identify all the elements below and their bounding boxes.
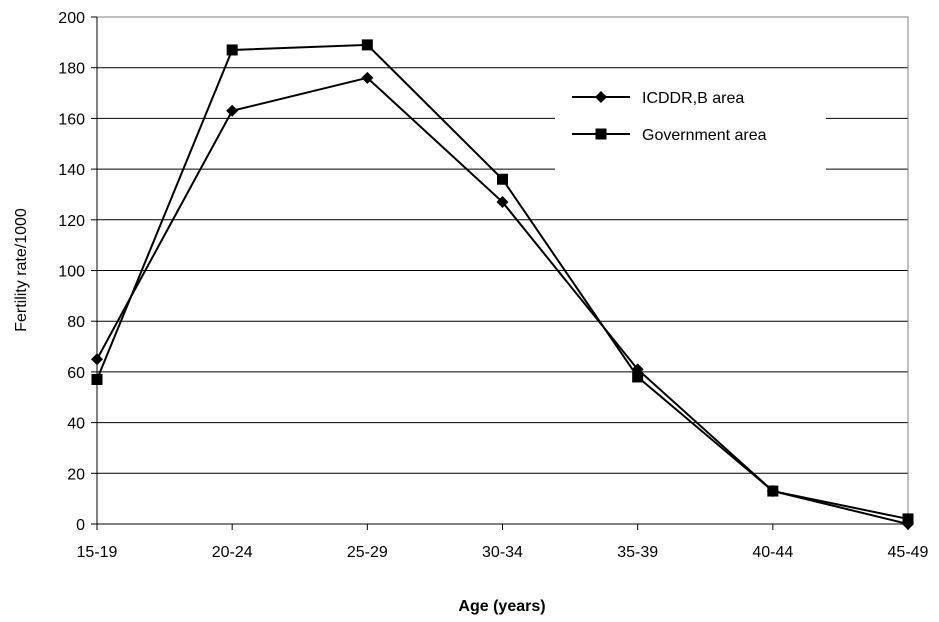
axes xyxy=(91,16,909,530)
y-tick-label: 20 xyxy=(67,466,85,483)
y-tick-label: 100 xyxy=(58,264,85,281)
legend-label: ICDDR,B area xyxy=(642,90,744,107)
legend-item-government: Government area xyxy=(572,127,767,144)
y-tick-label: 120 xyxy=(58,213,85,230)
y-tick-label: 60 xyxy=(67,365,85,382)
data-point-icddrb xyxy=(226,104,239,117)
data-point-government xyxy=(497,173,508,185)
legend-item-icddrb: ICDDR,B area xyxy=(572,90,744,107)
x-tick-label: 15-19 xyxy=(77,544,118,561)
series-government xyxy=(91,39,914,525)
y-tick-label: 140 xyxy=(58,162,85,179)
y-tick-label: 0 xyxy=(76,517,85,534)
series-group xyxy=(91,39,914,530)
data-point-government xyxy=(902,513,914,525)
legend-label: Government area xyxy=(642,127,767,144)
legend: ICDDR,B area Government area xyxy=(555,70,826,178)
y-tick-labels: 0 20 40 60 80 100 120 140 160 180 200 xyxy=(58,10,85,534)
y-tick-label: 160 xyxy=(58,111,85,128)
data-point-government xyxy=(632,371,644,383)
y-tick-label: 40 xyxy=(67,416,85,433)
x-tick-labels: 15-19 20-24 25-29 30-34 35-39 40-44 45-49 xyxy=(77,544,929,561)
data-point-icddrb xyxy=(496,196,509,209)
x-tick-label: 45-49 xyxy=(888,544,929,561)
x-tick-label: 25-29 xyxy=(347,544,388,561)
legend-marker-government xyxy=(595,128,607,140)
x-axis-title: Age (years) xyxy=(458,598,545,615)
x-tick-label: 40-44 xyxy=(752,544,793,561)
x-tick-label: 30-34 xyxy=(482,544,523,561)
y-tick-label: 180 xyxy=(58,61,85,78)
y-tick-label: 80 xyxy=(67,314,85,331)
y-tick-label: 200 xyxy=(58,10,85,27)
data-point-icddrb xyxy=(361,71,374,84)
y-axis-title: Fertility rate/1000 xyxy=(13,208,30,332)
x-tick-label: 20-24 xyxy=(212,544,253,561)
data-point-government xyxy=(767,485,779,497)
data-point-government xyxy=(91,374,103,386)
data-point-government xyxy=(361,39,373,51)
data-point-icddrb xyxy=(91,353,103,366)
data-point-government xyxy=(226,44,238,56)
legend-marker-icddrb xyxy=(595,91,607,103)
legend-box xyxy=(555,70,826,178)
x-tick-label: 35-39 xyxy=(617,544,658,561)
